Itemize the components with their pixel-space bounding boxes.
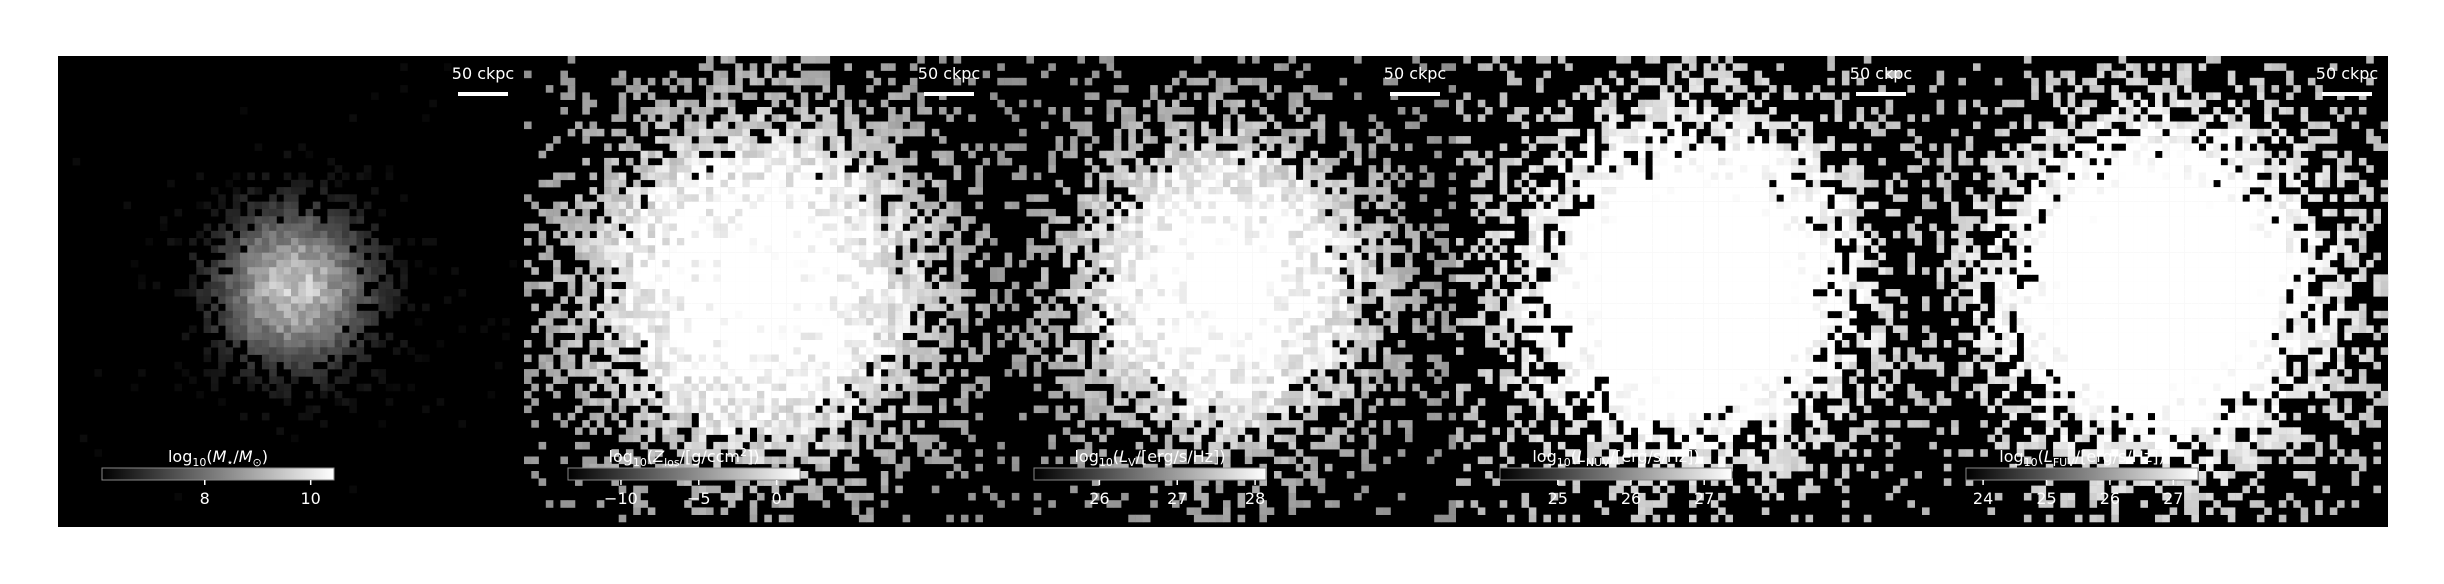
scale-bar-label: 50 ckpc: [2316, 64, 2378, 83]
label-part: L: [1119, 447, 1128, 466]
colorbar-tick-label: 10: [301, 489, 321, 508]
colorbar-tick-label: 26: [2100, 489, 2120, 508]
label-part: FUV: [2053, 456, 2075, 469]
label-part: ): [262, 447, 268, 466]
panel: 50 ckpc log10(LV/[erg/s/Hz]) 26 27 28: [990, 56, 1457, 527]
colorbar-tick-label: 27: [1167, 489, 1187, 508]
label-part: /[erg/s/Hz]): [1610, 447, 1700, 466]
colorbar-label: log10(LFUV/[erg/s/Hz]): [1999, 447, 2164, 469]
label-part: L: [2044, 447, 2053, 466]
colorbar-tick-label: 27: [1694, 489, 1714, 508]
label-part: 10: [1557, 456, 1571, 469]
colorbar-label: log10(LNUV/[erg/s/Hz]): [1532, 447, 1699, 469]
colorbar-tick-label: 25: [1548, 489, 1568, 508]
label-part: 2: [740, 446, 747, 459]
colorbar-tick-label: 26: [1089, 489, 1109, 508]
label-part: L: [1577, 447, 1586, 466]
label-part: log: [1074, 447, 1098, 466]
colorbar-tick-label: 26: [1621, 489, 1641, 508]
scale-bar-label: 50 ckpc: [918, 64, 980, 83]
label-part: log: [1999, 447, 2023, 466]
colorbar-label: log10(LV/[erg/s/Hz]): [1074, 447, 1225, 469]
colorbar-tick-label: −5: [687, 489, 711, 508]
label-part: (: [1571, 447, 1577, 466]
colorbar-label: log10(M⋆/M⊙): [168, 447, 268, 469]
colorbar-tick-label: 8: [200, 489, 210, 508]
scale-bar-label: 50 ckpc: [1384, 64, 1446, 83]
colorbar: [1499, 467, 1733, 481]
panel: 50 ckpc log10(LFUV/[erg/s/Hz]) 24 25 26 27: [1922, 56, 2389, 527]
label-part: log: [1532, 447, 1556, 466]
colorbar-tick-label: 0: [772, 489, 782, 508]
label-part: los: [664, 456, 680, 469]
label-part: /[erg/s/Hz]): [1136, 447, 1226, 466]
galaxy-image: [990, 56, 1457, 523]
colorbar-label: log10(Zlos/[g/ccm2]): [609, 446, 760, 469]
label-part: Z: [652, 447, 665, 466]
label-part: log: [168, 447, 192, 466]
label-part: 10: [1099, 456, 1113, 469]
galaxy-image: [1456, 56, 1923, 523]
label-part: log: [609, 447, 633, 466]
label-part: ⊙: [253, 456, 262, 469]
label-part: /[erg/s/Hz]): [2075, 447, 2165, 466]
colorbar: [1965, 467, 2199, 481]
colorbar-tick-label: 25: [2036, 489, 2056, 508]
colorbar: [1033, 467, 1267, 481]
label-part: (: [2038, 447, 2044, 466]
label-part: ⋆: [226, 456, 233, 469]
label-part: 10: [2024, 456, 2038, 469]
label-part: (: [1113, 447, 1119, 466]
galaxy-image: [72, 63, 517, 501]
label-part: NUV: [1586, 456, 1610, 469]
label-part: 10: [633, 456, 647, 469]
scale-bar-label: 50 ckpc: [452, 64, 514, 83]
colorbar-tick-label: −10: [604, 489, 638, 508]
galaxy-image: [1922, 56, 2389, 523]
colorbar-tick-label: 24: [1973, 489, 1993, 508]
colorbar: [567, 467, 801, 481]
label-part: 10: [192, 456, 206, 469]
label-part: /[g/ccm: [680, 447, 740, 466]
colorbar-tick-label: 28: [1245, 489, 1265, 508]
colorbar-tick-label: 27: [2163, 489, 2183, 508]
galaxy-image: [524, 56, 991, 523]
colorbar: [101, 467, 335, 481]
label-part: M: [239, 447, 253, 466]
label-part: (: [647, 447, 653, 466]
label-part: /: [233, 447, 239, 466]
label-part: ]): [747, 447, 759, 466]
scale-bar-label: 50 ckpc: [1850, 64, 1912, 83]
label-part: (: [206, 447, 212, 466]
label-part: M: [213, 447, 227, 466]
panel: 50 ckpc log10(LNUV/[erg/s/Hz]) 25 26 27: [1456, 56, 1923, 527]
label-part: V: [1128, 456, 1136, 469]
panel: 50 ckpc log10(Zlos/[g/ccm2]) −10 −5 0: [524, 56, 991, 527]
